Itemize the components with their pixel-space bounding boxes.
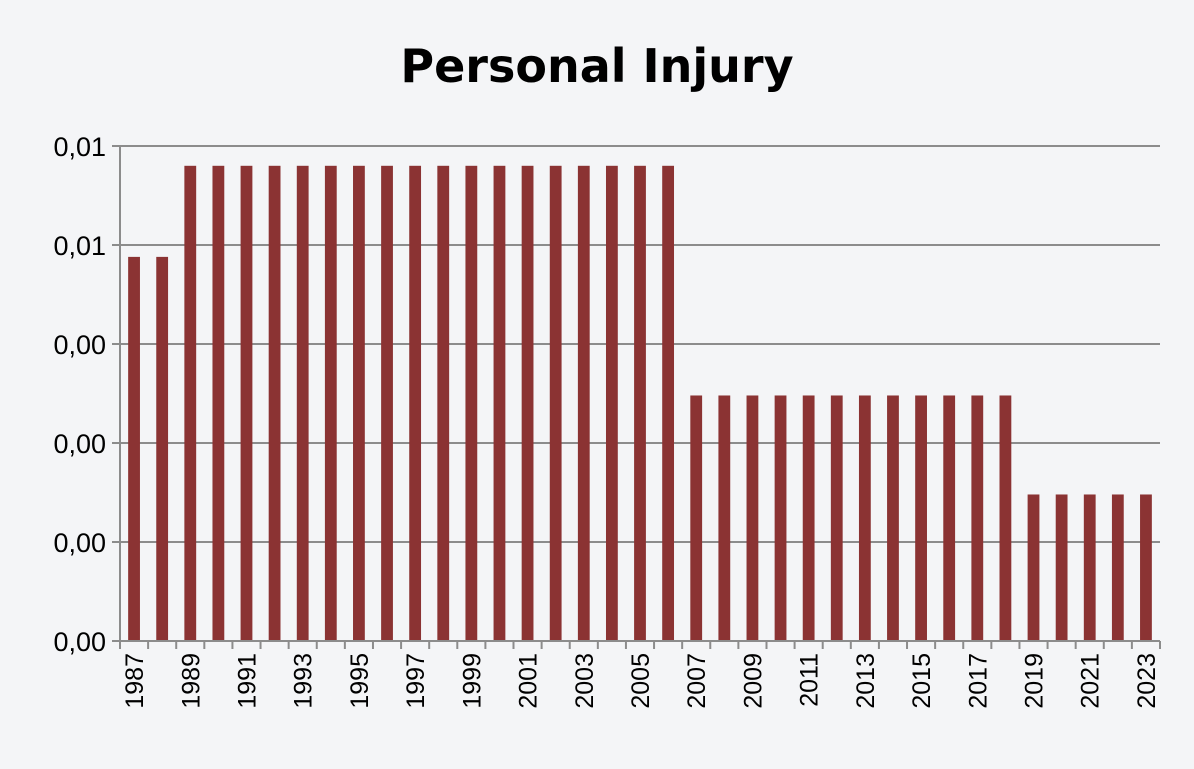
bar (577, 165, 590, 642)
bar (746, 395, 759, 641)
bar (493, 165, 506, 642)
x-tick-label: 1999 (458, 653, 486, 709)
bar (718, 395, 731, 641)
bar (1027, 494, 1040, 641)
bar (381, 165, 393, 642)
bar (184, 165, 197, 642)
bar (212, 165, 225, 642)
bar (662, 165, 675, 642)
bar (324, 165, 337, 642)
bar (240, 165, 253, 642)
bar (296, 165, 309, 642)
bar (549, 165, 562, 642)
x-tick-label: 1993 (290, 653, 318, 709)
bar (437, 165, 450, 642)
bar (128, 256, 140, 641)
bar (1055, 494, 1068, 641)
x-tick-label: 2001 (515, 653, 543, 709)
bar (1083, 494, 1096, 641)
x-tick-label: 1997 (402, 653, 430, 709)
x-tick-label: 2009 (739, 653, 767, 709)
x-tick-labels: 1987 1989 1991 1993 1995 1997 1999 2001 2003 2005… (121, 653, 1161, 709)
bar (409, 165, 422, 642)
bar (943, 395, 956, 641)
bar (634, 165, 646, 642)
bar (999, 395, 1012, 641)
x-tick-label: 2013 (852, 653, 880, 709)
bar (465, 165, 478, 642)
bars (128, 165, 1152, 642)
x-tick-label: 2017 (964, 653, 992, 709)
bar (971, 395, 984, 641)
bar (858, 395, 871, 641)
bar (521, 165, 534, 642)
bar (605, 165, 618, 642)
x-tick-label: 2007 (683, 653, 711, 709)
bar (353, 165, 365, 642)
y-tick-label: 0,01 (53, 231, 106, 261)
bar (887, 395, 899, 641)
y-tick-label: 0,00 (53, 330, 106, 360)
axes (112, 146, 1161, 649)
y-tick-label: 0,00 (53, 627, 106, 657)
bar (268, 165, 281, 642)
x-tick-label: 2019 (1021, 653, 1049, 709)
x-tick-label: 1995 (346, 653, 374, 709)
x-tick-label: 2023 (1133, 653, 1161, 709)
x-tick-label: 2003 (571, 653, 599, 709)
bar (830, 395, 843, 641)
x-tick-label: 2015 (908, 653, 936, 709)
chart-title: Personal Injury (400, 39, 793, 93)
bar (1140, 494, 1152, 641)
bar (690, 395, 703, 641)
x-tick-label: 2021 (1077, 653, 1105, 709)
y-tick-label: 0,01 (53, 132, 106, 162)
bar (774, 395, 787, 641)
y-tick-label: 0,00 (53, 528, 106, 558)
bar (802, 395, 815, 641)
bar (156, 256, 169, 641)
x-tick-label: 1991 (233, 653, 261, 709)
x-tick-label: 1987 (121, 653, 149, 709)
x-tick-label: 2005 (627, 653, 655, 709)
bar (915, 395, 927, 641)
x-tick-label: 2011 (796, 653, 824, 707)
bar (1111, 494, 1124, 641)
x-tick-label: 1989 (177, 653, 205, 709)
y-tick-labels: 0,00 0,00 0,00 0,00 0,01 0,01 (53, 132, 106, 657)
y-tick-label: 0,00 (53, 429, 106, 459)
